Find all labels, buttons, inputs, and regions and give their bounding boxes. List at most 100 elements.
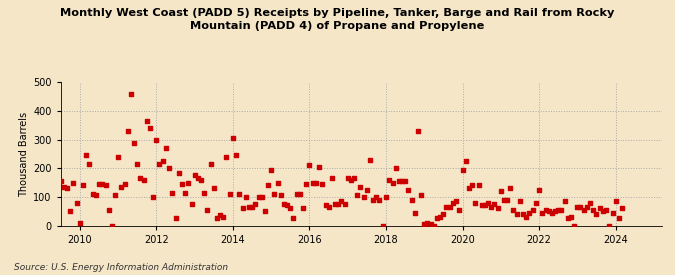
Point [601,208,612,212]
Point [591,212,602,216]
Point [52,163,63,168]
Point [342,176,353,180]
Point [603,223,614,228]
Point [425,222,436,226]
Point [409,210,420,215]
Point [167,190,178,195]
Point [122,129,133,133]
Point [572,205,583,209]
Point [132,162,142,166]
Point [39,197,50,202]
Point [62,186,73,191]
Point [505,186,516,191]
Point [144,126,155,130]
Point [614,216,624,221]
Point [285,206,296,211]
Point [78,183,88,188]
Point [585,200,595,205]
Point [403,188,414,192]
Point [477,203,487,208]
Point [416,193,427,198]
Point [549,209,560,213]
Point [301,182,312,186]
Point [90,193,101,198]
Point [65,209,76,213]
Point [371,195,382,199]
Point [537,210,547,215]
Point [381,195,392,199]
Point [486,205,497,209]
Point [329,202,340,206]
Point [135,176,146,180]
Point [209,186,219,191]
Point [74,221,85,225]
Point [349,176,360,180]
Point [94,182,105,186]
Point [435,215,446,219]
Point [429,223,439,228]
Point [514,199,525,204]
Point [355,185,366,189]
Point [151,138,162,142]
Point [100,183,111,188]
Point [237,206,248,211]
Point [106,223,117,228]
Point [269,192,279,196]
Point [142,119,153,123]
Point [250,202,261,206]
Point [240,195,251,199]
Point [394,179,404,183]
Point [317,182,327,186]
Point [314,165,325,169]
Point [454,208,465,212]
Point [470,200,481,205]
Point [512,212,522,216]
Point [518,212,529,216]
Point [362,188,373,192]
Point [400,179,410,183]
Point [180,190,190,195]
Point [59,185,70,189]
Point [126,92,136,96]
Point [556,208,566,212]
Point [553,208,564,212]
Point [253,195,264,199]
Point [387,180,398,185]
Point [138,178,149,182]
Point [163,166,174,170]
Point [113,155,124,159]
Point [390,166,401,170]
Point [183,180,194,185]
Point [562,216,573,221]
Point [575,205,586,209]
Point [502,197,513,202]
Point [326,176,337,180]
Point [340,202,350,206]
Point [364,158,375,162]
Point [49,146,59,150]
Point [231,153,242,158]
Point [569,223,580,228]
Point [527,208,538,212]
Point [148,195,159,199]
Point [294,192,305,196]
Point [84,162,95,166]
Point [466,183,477,188]
Point [177,182,188,186]
Point [304,163,315,168]
Point [374,197,385,202]
Point [483,200,493,205]
Point [581,205,592,209]
Point [298,206,308,211]
Point [192,176,203,180]
Point [282,203,293,208]
Y-axis label: Thousand Barrels: Thousand Barrels [19,111,29,197]
Point [129,140,140,145]
Point [492,206,503,211]
Point [46,200,57,205]
Point [445,205,456,209]
Point [448,200,458,205]
Point [560,199,570,204]
Point [246,205,257,209]
Point [578,208,589,212]
